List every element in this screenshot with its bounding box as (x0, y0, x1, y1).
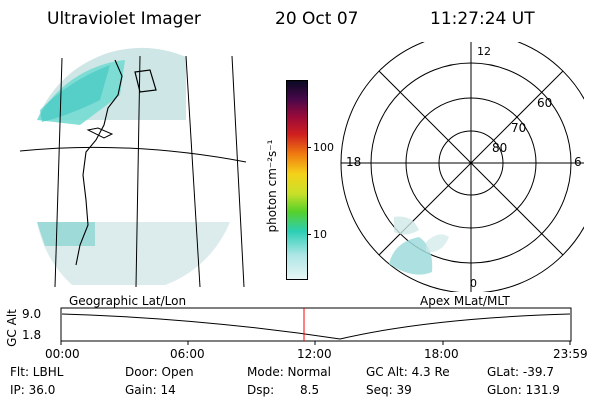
info-filter: Flt: LBHL (10, 365, 64, 379)
geo-lon-line-1 (54, 57, 63, 288)
polar-label-0: 0 (470, 277, 477, 290)
polar-label-60: 60 (537, 96, 553, 110)
colorbar (286, 80, 308, 280)
info-dsp-value: 8.5 (300, 383, 320, 397)
info-door: Door: Open (125, 365, 194, 379)
polar-label-6: 6 (574, 155, 582, 169)
polar-emission-faint-2 (426, 234, 449, 253)
altplot-xtick-3: 18:00 (424, 347, 459, 361)
altplot-axis-label: GC Alt (5, 309, 19, 347)
polar-label-12: 12 (477, 45, 491, 58)
info-dsp-label: Dsp: (247, 383, 275, 397)
geo-coastline (75, 59, 123, 266)
apex-panel-label: Apex MLat/MLT (420, 294, 510, 308)
geo-lat-line (19, 146, 247, 163)
geo-lon-line-4 (231, 55, 245, 288)
polar-label-70: 70 (511, 121, 527, 135)
colorbar-unit-label: photon cm⁻²s⁻¹ (265, 139, 279, 233)
geo-coast-lake (134, 69, 157, 93)
geographic-map (19, 47, 247, 288)
info-mode: Mode: Normal (247, 365, 331, 379)
altplot-xtick-1: 06:00 (170, 347, 205, 361)
polar-label-18: 18 (346, 155, 362, 169)
info-glat: GLat: -39.7 (487, 365, 554, 379)
date-label: 20 Oct 07 (275, 9, 359, 29)
polar-plot (340, 42, 584, 292)
colorbar-label-100: 100 (313, 141, 334, 154)
geo-lon-line-2 (135, 55, 141, 288)
info-glon: GLon: 131.9 (487, 383, 560, 397)
altplot-xtick-4: 23:59 (553, 347, 588, 361)
polar-emission (389, 237, 433, 275)
geo-emission-bottom-dense (37, 222, 95, 246)
colorbar-tick-10 (307, 234, 311, 235)
altplot-y-bottom: 1.8 (22, 328, 42, 342)
altplot-y-top: 9.0 (22, 307, 42, 321)
altplot-xtick-0: 00:00 (45, 347, 80, 361)
polar-label-80: 80 (492, 141, 508, 155)
info-seq: Seq: 39 (366, 383, 412, 397)
time-label: 11:27:24 UT (430, 9, 535, 29)
geo-emission-core (40, 65, 110, 122)
geo-coast-inlet (86, 127, 114, 139)
polar-ring-outer (340, 42, 584, 292)
altplot-curve (61, 313, 571, 340)
app-title: Ultraviolet Imager (47, 9, 201, 29)
altplot (60, 307, 572, 345)
altplot-frame (60, 307, 572, 342)
geographic-panel-label: Geographic Lat/Lon (69, 294, 187, 308)
colorbar-tick-100 (307, 147, 311, 148)
colorbar-label-10: 10 (313, 228, 327, 241)
info-ip: IP: 36.0 (10, 383, 56, 397)
polar-emission-faint (394, 216, 419, 235)
info-gc-alt: GC Alt: 4.3 Re (366, 365, 450, 379)
altplot-xtick-2: 12:00 (297, 347, 332, 361)
info-gain: Gain: 14 (125, 383, 176, 397)
geo-lon-line-3 (185, 55, 201, 288)
